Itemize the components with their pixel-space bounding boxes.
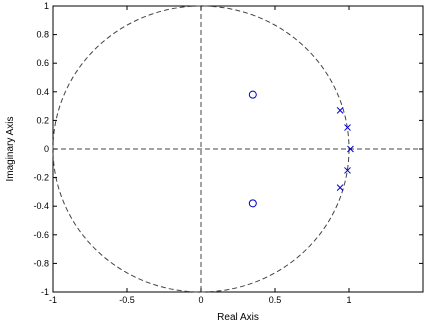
x-tick-label: 1: [346, 295, 351, 305]
y-tick-label: 0.8: [36, 30, 49, 40]
x-tick-label: -1: [49, 295, 57, 305]
y-tick-label: 0.4: [36, 87, 49, 97]
y-tick-label: 1: [44, 1, 49, 11]
y-tick-label: 0.6: [36, 58, 49, 68]
y-tick-label: -0.6: [33, 230, 49, 240]
zero-marker: [248, 199, 257, 208]
pole-marker: [344, 167, 351, 174]
x-tick-label: 0.5: [269, 295, 282, 305]
zero-marker: [248, 90, 257, 99]
reference-layer: [52, 5, 423, 293]
x-tick-label: 0: [198, 295, 203, 305]
marker-layer: [248, 90, 354, 208]
y-axis-label: Imaginary Axis: [5, 116, 16, 181]
pole-marker: [336, 184, 344, 191]
y-tick-label: -1: [41, 287, 49, 297]
pole-marker: [347, 145, 354, 153]
y-tick-label: 0.2: [36, 115, 49, 125]
y-tick-label: -0.8: [33, 258, 49, 268]
x-tick-label: -0.5: [119, 295, 135, 305]
tick-layer: -1 -0.5 0 0.5 1 1 0.8 0.6 0.4 0.2 0 -0.2 -0.4 -0.6 -0.…: [33, 1, 423, 305]
pole-marker: [344, 124, 351, 131]
x-axis-label: Real Axis: [217, 312, 259, 323]
y-tick-label: -0.2: [33, 173, 49, 183]
y-tick-label: -0.4: [33, 201, 49, 211]
y-tick-label: 0: [44, 144, 49, 154]
pole-marker: [336, 107, 344, 114]
